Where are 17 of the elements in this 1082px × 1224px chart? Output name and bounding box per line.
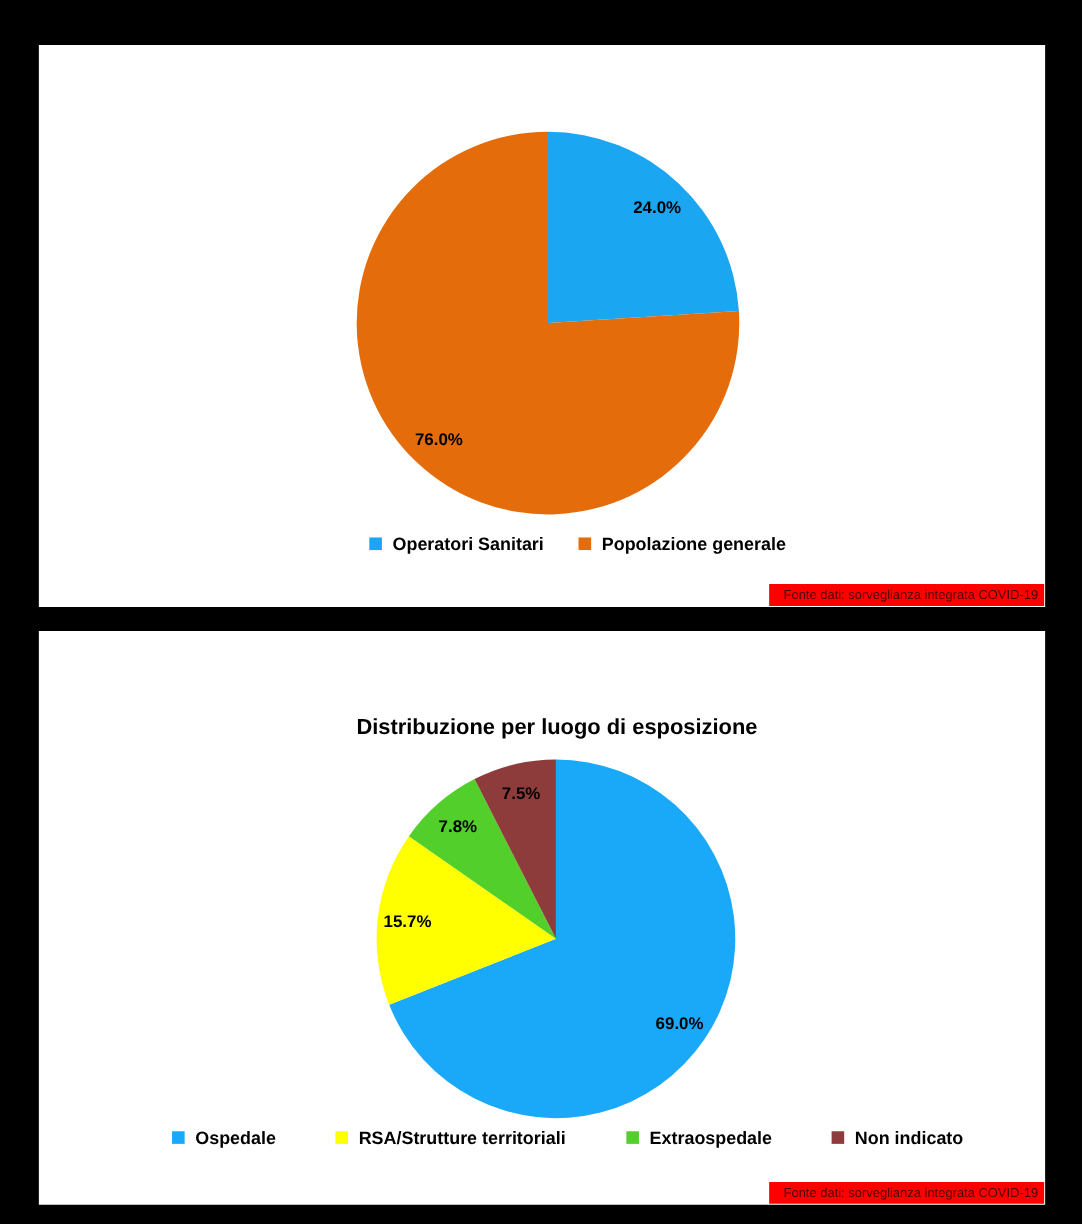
data-label: 7.8%	[438, 816, 479, 837]
data-label: 76.0%	[414, 429, 464, 450]
pie-slice	[474, 759, 556, 939]
legend-label: Non indicato	[854, 1127, 965, 1148]
data-label: 15.7%	[383, 911, 433, 932]
pie-slice	[356, 131, 739, 515]
pie-slice	[547, 131, 739, 324]
legend-label: Ospedale	[195, 1127, 276, 1148]
data-label: 24.0%	[633, 196, 683, 217]
data-label: 7.5%	[501, 783, 542, 804]
legend-label: Operatori Sanitari	[392, 533, 544, 554]
data-label: 69.0%	[655, 1012, 705, 1033]
legend-label: Extraospedale	[649, 1127, 773, 1148]
legend-label: RSA/Strutture territoriali	[358, 1127, 566, 1148]
legend-label: Popolazione generale	[601, 533, 786, 554]
pie-slice	[376, 836, 556, 1005]
chart-title: Distribuzione per luogo di esposizione	[356, 715, 758, 740]
